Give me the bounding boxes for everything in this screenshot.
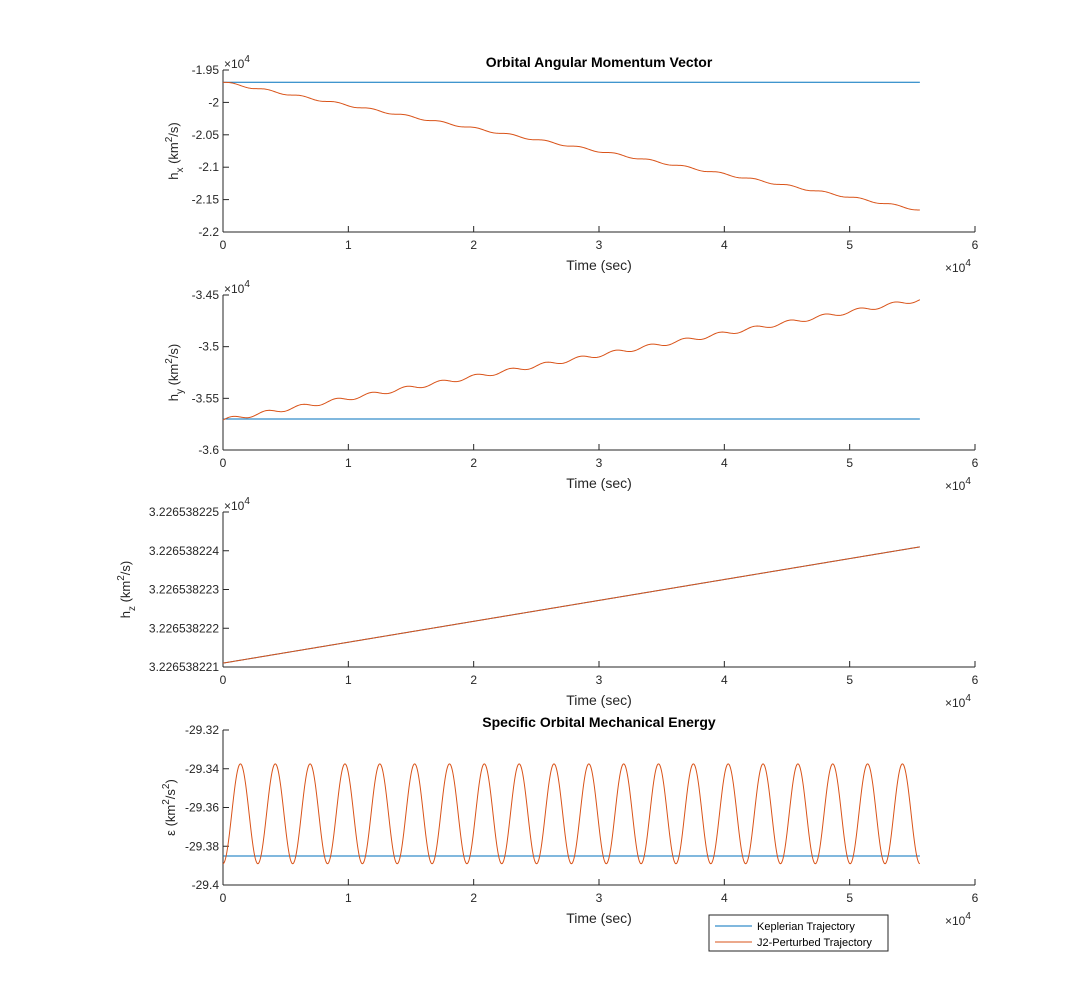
y-tick-label: -2.05 [192,128,220,142]
subplot-1: 0 1 2 3 4 5 6 -1.95 -2 -2.05 -2.1 -2.15 -2.2 ×104 ×104… [164,54,979,275]
y-tick-label: -2 [208,95,219,109]
legend-box [708,914,889,952]
x-axis-label: Time (sec) [566,257,632,273]
x-tick-label: 2 [470,673,477,687]
x-tick-label: 6 [972,673,979,687]
y-tick-label: 3.226538223 [149,583,219,597]
subplot-3: 0 1 2 3 4 5 6 3.226538225 3.226538224 3.226538223… [116,496,979,710]
y-tick-label: -29.32 [185,723,219,737]
y-tick-label: -2.15 [192,193,220,207]
y-tick-label: -3.6 [198,443,219,457]
x-tick-label: 4 [721,673,728,687]
y-tick-label: 3.226538225 [149,505,219,519]
plot-area [223,295,975,450]
x-tick-label: 1 [345,456,352,470]
x-exponent-label: ×104 [945,476,971,493]
y-tick-label: -3.55 [192,391,220,405]
y-exponent-label: ×104 [224,279,250,296]
y-tick-label: -29.34 [185,762,219,776]
x-tick-label: 5 [846,891,853,905]
x-tick-label: 5 [846,238,853,252]
x-exponent-label: ×104 [945,911,971,928]
x-tick-label: 3 [596,673,603,687]
y-tick-label: -29.38 [185,839,219,853]
x-tick-label: 6 [972,456,979,470]
x-tick-label: 3 [596,238,603,252]
x-tick-label: 1 [345,238,352,252]
subplot-4: 0 1 2 3 4 5 6 -29.32 -29.34 -29.36 -29.38 -29.4 ×104… [161,714,979,928]
x-tick-label: 6 [972,238,979,252]
y-tick-label: 3.226538221 [149,660,219,674]
x-axis-label: Time (sec) [566,910,632,926]
chart-title: Orbital Angular Momentum Vector [486,54,713,70]
plot-area [223,512,975,667]
plot-area [223,730,975,885]
x-tick-label: 4 [721,891,728,905]
x-exponent-label: ×104 [945,258,971,275]
legend: Keplerian Trajectory J2-Perturbed Traject… [708,914,889,952]
x-tick-label: 1 [345,891,352,905]
legend-entry-label: J2-Perturbed Trajectory [757,937,872,949]
x-tick-label: 1 [345,673,352,687]
x-tick-label: 6 [972,891,979,905]
y-exponent-label: ×104 [224,54,250,71]
x-tick-label: 5 [846,456,853,470]
x-tick-label: 4 [721,456,728,470]
x-tick-label: 0 [220,456,227,470]
series-line-j2-perturbed [222,81,920,211]
y-tick-label: -3.5 [198,340,219,354]
y-tick-label: -2.2 [198,225,219,239]
x-tick-label: 0 [220,673,227,687]
x-exponent-label: ×104 [945,693,971,710]
subplot-2: 0 1 2 3 4 5 6 -3.45 -3.5 -3.55 -3.6 ×104 ×104 Time (s… [164,279,979,493]
series-line-j2-perturbed [222,546,920,664]
y-tick-label: -2.1 [198,160,219,174]
chart-title: Specific Orbital Mechanical Energy [482,714,716,730]
x-axis-label: Time (sec) [566,692,632,708]
y-exponent-label: ×104 [224,496,250,513]
y-tick-label: -3.45 [192,288,220,302]
legend-entry-label: Keplerian Trajectory [757,921,855,933]
series-line-j2-perturbed [222,299,921,421]
x-tick-label: 5 [846,673,853,687]
x-tick-label: 3 [596,456,603,470]
x-tick-label: 2 [470,456,477,470]
plot-area [223,70,975,232]
x-tick-label: 4 [721,238,728,252]
y-tick-label: -1.95 [192,63,220,77]
x-tick-label: 0 [220,238,227,252]
series-line-j2-perturbed [222,763,921,865]
y-axis-label: hx (km2/s) [164,122,186,180]
x-tick-label: 2 [470,891,477,905]
x-tick-label: 3 [596,891,603,905]
x-tick-label: 2 [470,238,477,252]
y-tick-label: 3.226538224 [149,544,219,558]
y-tick-label: -29.36 [185,801,219,815]
y-tick-label: 3.226538222 [149,621,219,635]
y-tick-label: -29.4 [192,878,220,892]
x-tick-label: 0 [220,891,227,905]
y-axis-label: hy (km2/s) [164,344,186,402]
x-axis-label: Time (sec) [566,475,632,491]
y-axis-label: hz (km2/s) [116,561,138,619]
y-axis-label: ε (km2/s2) [161,779,178,836]
